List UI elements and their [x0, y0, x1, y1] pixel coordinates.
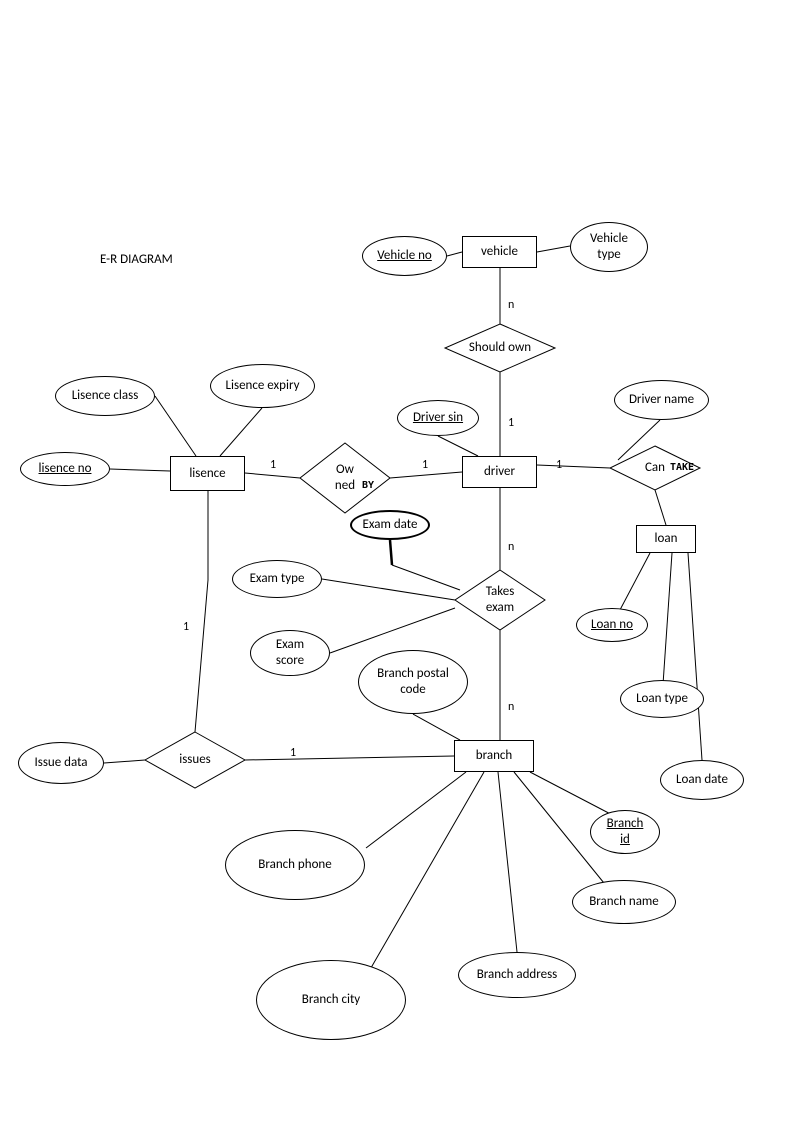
attr-branch-name: Branch name	[572, 880, 676, 924]
entity-lisence: lisence	[170, 456, 245, 491]
rel-label: Takes exam	[486, 584, 515, 615]
attr-branch-city: Branch city	[256, 960, 406, 1040]
entity-label: driver	[484, 464, 515, 480]
rel-label: Can	[645, 460, 665, 476]
cardinality: 1	[422, 458, 428, 472]
attr-branch-postal: Branch postal code	[358, 650, 468, 714]
entity-driver: driver	[462, 456, 537, 488]
attr-lisence-no: lisence no	[20, 452, 110, 486]
cardinality: 1	[270, 458, 276, 472]
attr-label: Loan type	[636, 691, 688, 707]
rel-can-take-suffix: TAKE	[670, 462, 694, 474]
attr-label: Exam type	[250, 571, 305, 587]
attr-label: Branch id	[607, 816, 644, 847]
attr-issue-data: Issue data	[18, 742, 104, 784]
attr-branch-phone: Branch phone	[225, 830, 365, 900]
cardinality: 1	[183, 620, 189, 634]
attr-label: Exam date	[363, 517, 418, 533]
entity-vehicle: vehicle	[462, 236, 537, 268]
attr-label: Driver sin	[413, 410, 463, 426]
entity-loan: loan	[636, 525, 696, 553]
entity-label: branch	[476, 748, 512, 764]
cardinality: n	[508, 540, 514, 554]
attr-label: Branch address	[477, 967, 558, 983]
attr-driver-name: Driver name	[614, 380, 709, 420]
cardinality: n	[508, 298, 514, 312]
attr-label: Branch name	[589, 894, 659, 910]
attr-lisence-expiry: Lisence expiry	[210, 364, 315, 408]
attr-lisence-class: Lisence class	[55, 376, 155, 416]
er-diagram-canvas: E-R DIAGRAM vehicle lisence driver loan …	[0, 0, 800, 1131]
attr-label: lisence no	[39, 461, 92, 477]
attr-label: Issue data	[34, 755, 87, 771]
attr-label: Branch city	[302, 992, 360, 1008]
rel-issues: issues	[170, 748, 220, 772]
rel-owned-by-suffix: BY	[362, 480, 374, 492]
attr-label: Lisence expiry	[226, 378, 300, 394]
rel-label: Should own	[469, 340, 531, 356]
attr-label: Driver name	[629, 392, 694, 408]
entity-label: lisence	[189, 466, 225, 482]
diagram-title: E-R DIAGRAM	[100, 252, 173, 268]
rel-should-own: Should own	[445, 336, 555, 360]
attr-driver-sin: Driver sin	[397, 400, 479, 436]
entity-label: vehicle	[481, 244, 518, 260]
cardinality: 1	[290, 746, 296, 760]
rel-takes-exam: Takes exam	[472, 582, 528, 618]
attr-loan-date: Loan date	[660, 760, 744, 800]
attr-label: Lisence class	[72, 388, 139, 404]
cardinality: n	[508, 700, 514, 714]
attr-vehicle-no: Vehicle no	[362, 236, 447, 276]
rel-owned-by: Ow ned	[320, 455, 370, 501]
attr-label: Branch postal code	[377, 666, 449, 697]
attr-exam-date: Exam date	[350, 510, 430, 540]
attr-branch-id: Branch id	[590, 810, 660, 854]
rel-label: Ow ned	[335, 462, 355, 493]
attr-label: Vehicle type	[590, 231, 628, 262]
attr-vehicle-type: Vehicle type	[570, 222, 648, 272]
attr-branch-address: Branch address	[458, 952, 576, 998]
attr-exam-score: Exam score	[250, 630, 330, 676]
attr-exam-type: Exam type	[232, 560, 322, 598]
attr-loan-type: Loan type	[620, 680, 704, 718]
rel-label: issues	[179, 752, 211, 768]
attr-label: Vehicle no	[377, 248, 432, 264]
cardinality: 1	[508, 416, 514, 430]
edges-layer	[0, 0, 800, 1131]
entity-branch: branch	[454, 740, 534, 772]
attr-label: Loan date	[676, 772, 728, 788]
attr-label: Branch phone	[258, 857, 331, 873]
attr-loan-no: Loan no	[576, 608, 648, 642]
cardinality: 1	[556, 458, 562, 472]
entity-label: loan	[655, 531, 678, 547]
attr-label: Exam score	[276, 637, 304, 668]
attr-label: Loan no	[591, 617, 633, 633]
